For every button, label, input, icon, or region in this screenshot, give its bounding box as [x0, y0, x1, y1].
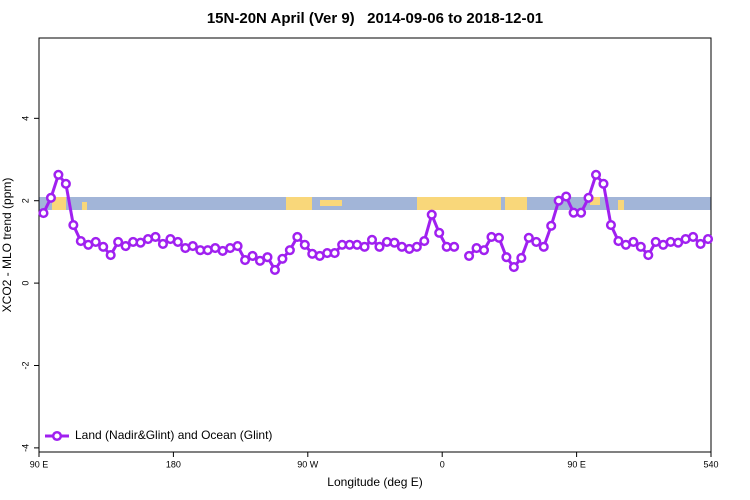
- data-point: [643, 250, 654, 261]
- data-point: [374, 241, 385, 252]
- data-point: [135, 237, 146, 248]
- ocean-band: [39, 197, 711, 210]
- data-point: [583, 192, 594, 203]
- y-tick-label: -4: [20, 444, 30, 452]
- data-point: [449, 241, 460, 252]
- data-point: [75, 236, 86, 247]
- data-point: [187, 240, 198, 252]
- plot-frame: [38, 37, 712, 453]
- data-point: [284, 245, 295, 256]
- data-point: [38, 208, 49, 219]
- data-point: [576, 207, 587, 218]
- land-patch: [286, 197, 312, 210]
- data-point: [389, 237, 400, 248]
- land-patch: [590, 197, 600, 205]
- data-point: [516, 252, 527, 264]
- data-point: [426, 209, 437, 220]
- data-point: [45, 192, 56, 203]
- land-ocean-band: [39, 197, 711, 210]
- data-point: [628, 236, 639, 247]
- data-point: [90, 236, 101, 247]
- data-point: [434, 227, 445, 238]
- data-point: [508, 261, 519, 273]
- data-point: [359, 241, 370, 252]
- data-point: [478, 245, 490, 256]
- data-point: [150, 231, 161, 243]
- data-point: [464, 250, 475, 261]
- data-point: [262, 252, 273, 263]
- chart-title: 15N-20N April (Ver 9) 2014-09-06 to 2018…: [207, 10, 543, 27]
- data-point: [60, 178, 71, 189]
- x-tick-label: 0: [440, 459, 445, 469]
- data-point: [269, 264, 280, 275]
- land-patch: [82, 202, 87, 210]
- data-point: [695, 238, 706, 250]
- land-patch: [320, 200, 342, 206]
- data-point: [493, 232, 504, 243]
- y-tick-label: 4: [20, 116, 30, 121]
- x-tick-label: 90 E: [567, 459, 586, 469]
- data-point: [688, 231, 699, 243]
- x-tick-label: 90 W: [297, 459, 319, 469]
- data-point: [120, 240, 131, 252]
- data-point: [590, 169, 602, 180]
- data-point: [613, 236, 624, 247]
- legend-marker: [51, 430, 63, 442]
- data-point: [523, 232, 534, 243]
- y-axis-title: XCO2 - MLO trend (ppm): [0, 178, 14, 313]
- data-point: [553, 195, 564, 206]
- data-point: [411, 241, 422, 252]
- data-point: [702, 233, 714, 245]
- data-point: [366, 234, 378, 245]
- data-point: [98, 241, 109, 252]
- data-point: [419, 236, 430, 247]
- land-patch: [618, 200, 624, 210]
- data-point: [172, 236, 183, 247]
- data-point: [598, 178, 609, 189]
- land-patch: [417, 197, 501, 210]
- y-tick-label: 2: [20, 198, 30, 203]
- data-point: [546, 220, 557, 231]
- data-point: [673, 237, 684, 248]
- land-patch: [52, 197, 66, 210]
- data-point: [329, 247, 340, 259]
- legend-label: Land (Nadir&Glint) and Ocean (Glint): [75, 428, 272, 442]
- y-tick-label: 0: [20, 281, 30, 286]
- y-tick-label: -2: [20, 361, 30, 369]
- data-point: [277, 253, 288, 264]
- data-point: [247, 250, 258, 261]
- x-tick-label: 180: [166, 459, 181, 469]
- land-patch: [505, 197, 527, 210]
- x-axis-title: Longitude (deg E): [327, 475, 422, 489]
- data-point: [299, 239, 310, 250]
- data-point: [635, 241, 646, 252]
- data-point: [501, 252, 512, 263]
- data-point: [68, 219, 79, 231]
- data-point: [254, 255, 266, 266]
- data-point: [157, 238, 168, 250]
- data-point: [605, 219, 616, 231]
- data-point: [53, 169, 64, 180]
- data-point: [113, 236, 124, 247]
- data-point: [561, 191, 572, 202]
- data-point: [531, 236, 542, 247]
- data-point: [105, 250, 116, 261]
- x-tick-label: 90 E: [30, 459, 49, 469]
- data-point: [538, 241, 549, 252]
- data-point: [232, 240, 243, 252]
- x-tick-label: 540: [703, 459, 718, 469]
- data-point: [240, 254, 251, 266]
- data-point: [292, 231, 303, 243]
